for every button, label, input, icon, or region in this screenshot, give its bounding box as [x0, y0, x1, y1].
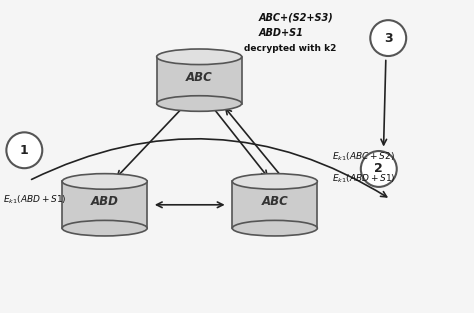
- Ellipse shape: [232, 174, 318, 189]
- Ellipse shape: [156, 96, 242, 111]
- Text: $\mathit{E}_{k1}$$\mathit{(ABC+S2)}$: $\mathit{E}_{k1}$$\mathit{(ABC+S2)}$: [331, 150, 394, 163]
- Ellipse shape: [6, 132, 42, 168]
- Ellipse shape: [62, 174, 147, 189]
- Ellipse shape: [361, 151, 397, 187]
- Text: ABD+S1: ABD+S1: [258, 28, 303, 38]
- Polygon shape: [156, 57, 242, 104]
- Text: ABC+(S2+S3): ABC+(S2+S3): [258, 13, 333, 23]
- Polygon shape: [232, 182, 318, 228]
- Ellipse shape: [370, 20, 406, 56]
- Text: 2: 2: [374, 162, 383, 176]
- Text: ABC: ABC: [186, 70, 212, 84]
- Polygon shape: [62, 182, 147, 228]
- Text: 3: 3: [384, 32, 392, 44]
- Ellipse shape: [62, 220, 147, 236]
- Ellipse shape: [232, 220, 318, 236]
- Text: $\mathit{E}_{k1}$$\mathit{(ABD+S1)}$: $\mathit{E}_{k1}$$\mathit{(ABD+S1)}$: [331, 172, 395, 185]
- Text: 1: 1: [20, 144, 29, 157]
- Text: ABD: ABD: [91, 195, 118, 208]
- FancyArrowPatch shape: [32, 139, 387, 197]
- Text: ABC: ABC: [262, 195, 288, 208]
- Ellipse shape: [156, 49, 242, 64]
- Text: decrypted with k2: decrypted with k2: [244, 44, 337, 54]
- Text: $\mathit{E}_{k1}$$\mathit{(ABD+S1)}$: $\mathit{E}_{k1}$$\mathit{(ABD+S1)}$: [3, 194, 67, 206]
